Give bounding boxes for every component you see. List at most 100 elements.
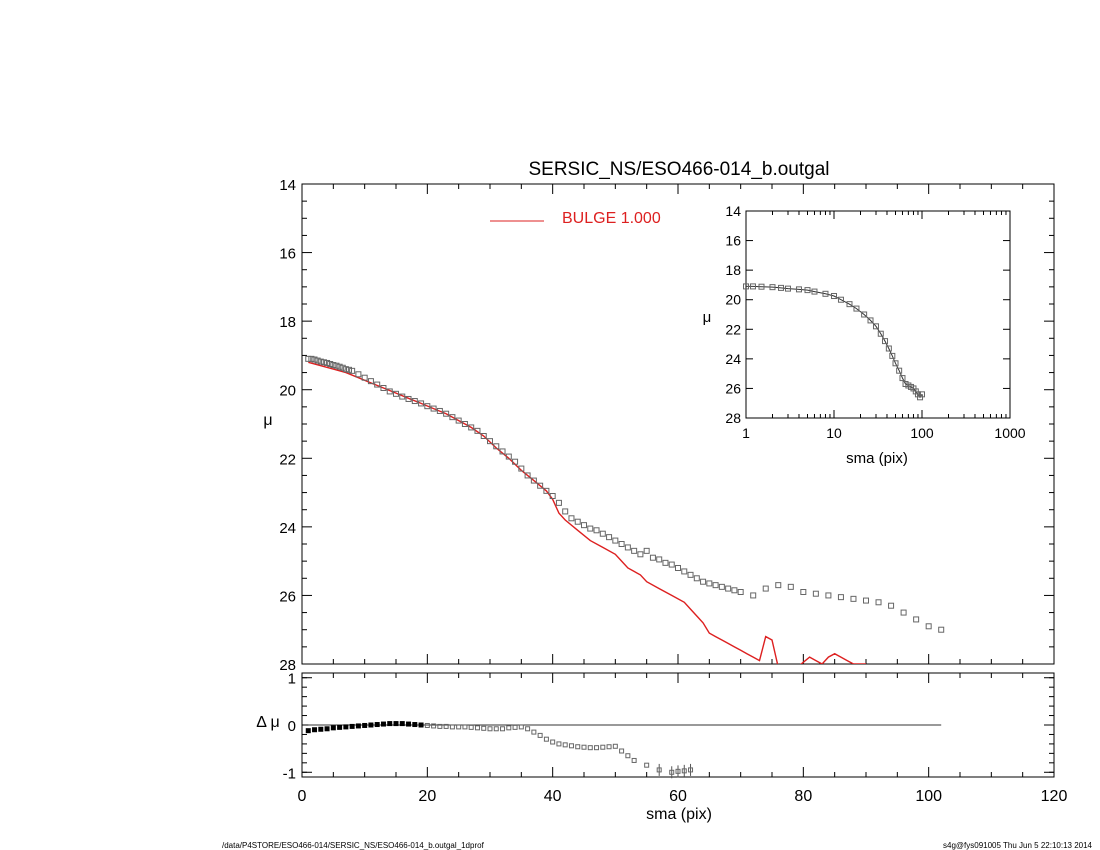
inset-series [743, 283, 925, 401]
data-point [587, 525, 594, 532]
residual-point [669, 769, 675, 775]
residual-y-axis-label: Δ μ [256, 714, 279, 731]
inset-y-tick-label: 26 [725, 380, 741, 396]
residual-point [606, 744, 612, 750]
residual-point [568, 743, 574, 749]
data-point [925, 623, 932, 630]
residual-point [318, 726, 324, 732]
residual-point [506, 725, 512, 731]
data-point [825, 592, 832, 599]
residual-point [525, 726, 531, 732]
inset-data-point [778, 284, 785, 291]
data-point [618, 541, 625, 547]
inset-data-point [882, 338, 889, 345]
inset-data-point [885, 345, 892, 352]
residual-point [556, 741, 562, 747]
residual-x-tick-label: 60 [669, 788, 687, 805]
residual-y-tick-label: 1 [288, 671, 296, 688]
data-point [339, 364, 346, 371]
residual-point [349, 723, 355, 729]
main-plot-frame [301, 183, 1055, 665]
residual-x-axis-label: sma (pix) [646, 806, 712, 823]
data-point [731, 587, 738, 594]
data-point [474, 427, 481, 434]
inset-plot-frame [745, 210, 1011, 419]
data-point [386, 388, 393, 395]
data-point [593, 527, 600, 534]
data-point [712, 582, 719, 589]
data-point [718, 583, 725, 590]
data-point [631, 547, 638, 554]
data-point [361, 374, 368, 381]
residual-point [443, 723, 449, 729]
data-point [380, 385, 387, 391]
inset-data-point [872, 323, 879, 330]
data-point [487, 438, 493, 445]
residual-point [412, 722, 418, 728]
residual-point [531, 729, 537, 735]
residual-point [625, 753, 631, 759]
residual-point [418, 722, 424, 728]
inset-y-tick-label: 24 [725, 351, 741, 367]
residual-point [543, 736, 549, 742]
data-point [675, 565, 681, 571]
main-y-tick-label: 28 [279, 657, 296, 674]
residual-point [437, 723, 443, 729]
residual-point [312, 727, 318, 733]
inset-data-point [769, 284, 776, 291]
data-point [537, 482, 544, 489]
bulge-model-line [308, 361, 866, 664]
residual-point [512, 724, 518, 730]
residual-point [612, 743, 618, 749]
residual-point [393, 721, 399, 727]
data-point [512, 458, 519, 465]
inset-data-point [831, 293, 837, 300]
residual-x-tick-label: 100 [915, 788, 942, 805]
residual-point [594, 745, 600, 751]
residual-point [493, 726, 499, 732]
inset-data-point [795, 286, 802, 293]
inset-data-point [804, 287, 811, 294]
residual-series [305, 721, 942, 779]
data-point [443, 410, 450, 417]
residual-point [324, 726, 330, 732]
residual-x-tick-label: 40 [544, 788, 562, 805]
main-y-tick-label: 26 [279, 588, 296, 605]
residual-point [575, 744, 581, 750]
residual-point [518, 724, 524, 730]
residual-point [481, 725, 487, 731]
inset-data-point [889, 352, 896, 359]
data-point [637, 551, 644, 558]
data-point [706, 580, 713, 587]
inset-data-point [811, 288, 818, 295]
main-y-tick-labels: 14 16 18 20 22 24 26 28 [279, 177, 296, 674]
residual-point [368, 722, 374, 728]
residual-point [675, 768, 681, 774]
data-point [342, 366, 349, 373]
residual-point [362, 722, 368, 728]
inset-data-point [846, 301, 853, 308]
inset-x-tick-label: 100 [910, 425, 934, 441]
data-point [649, 554, 656, 561]
residual-x-tick-labels: 0 20 40 60 80 100 120 [298, 788, 1068, 805]
main-y-tick-label: 24 [279, 520, 296, 537]
data-point [568, 515, 575, 522]
inset-data-point [822, 290, 829, 297]
data-point [518, 465, 525, 472]
inset-data-point [919, 391, 925, 398]
data-point [505, 453, 512, 460]
residual-x-tick-label: 120 [1041, 788, 1068, 805]
data-point [656, 556, 663, 563]
residual-y-tick-labels: 1 0 -1 [283, 671, 296, 783]
residual-point [387, 721, 393, 727]
data-point [662, 559, 669, 566]
residual-point [424, 722, 430, 728]
data-point [750, 592, 757, 599]
data-point [393, 390, 399, 397]
data-point [430, 405, 437, 412]
inset-data-point [877, 330, 884, 337]
data-point [549, 493, 556, 499]
data-point [599, 530, 606, 537]
residual-point [474, 725, 480, 731]
data-point [399, 393, 406, 400]
